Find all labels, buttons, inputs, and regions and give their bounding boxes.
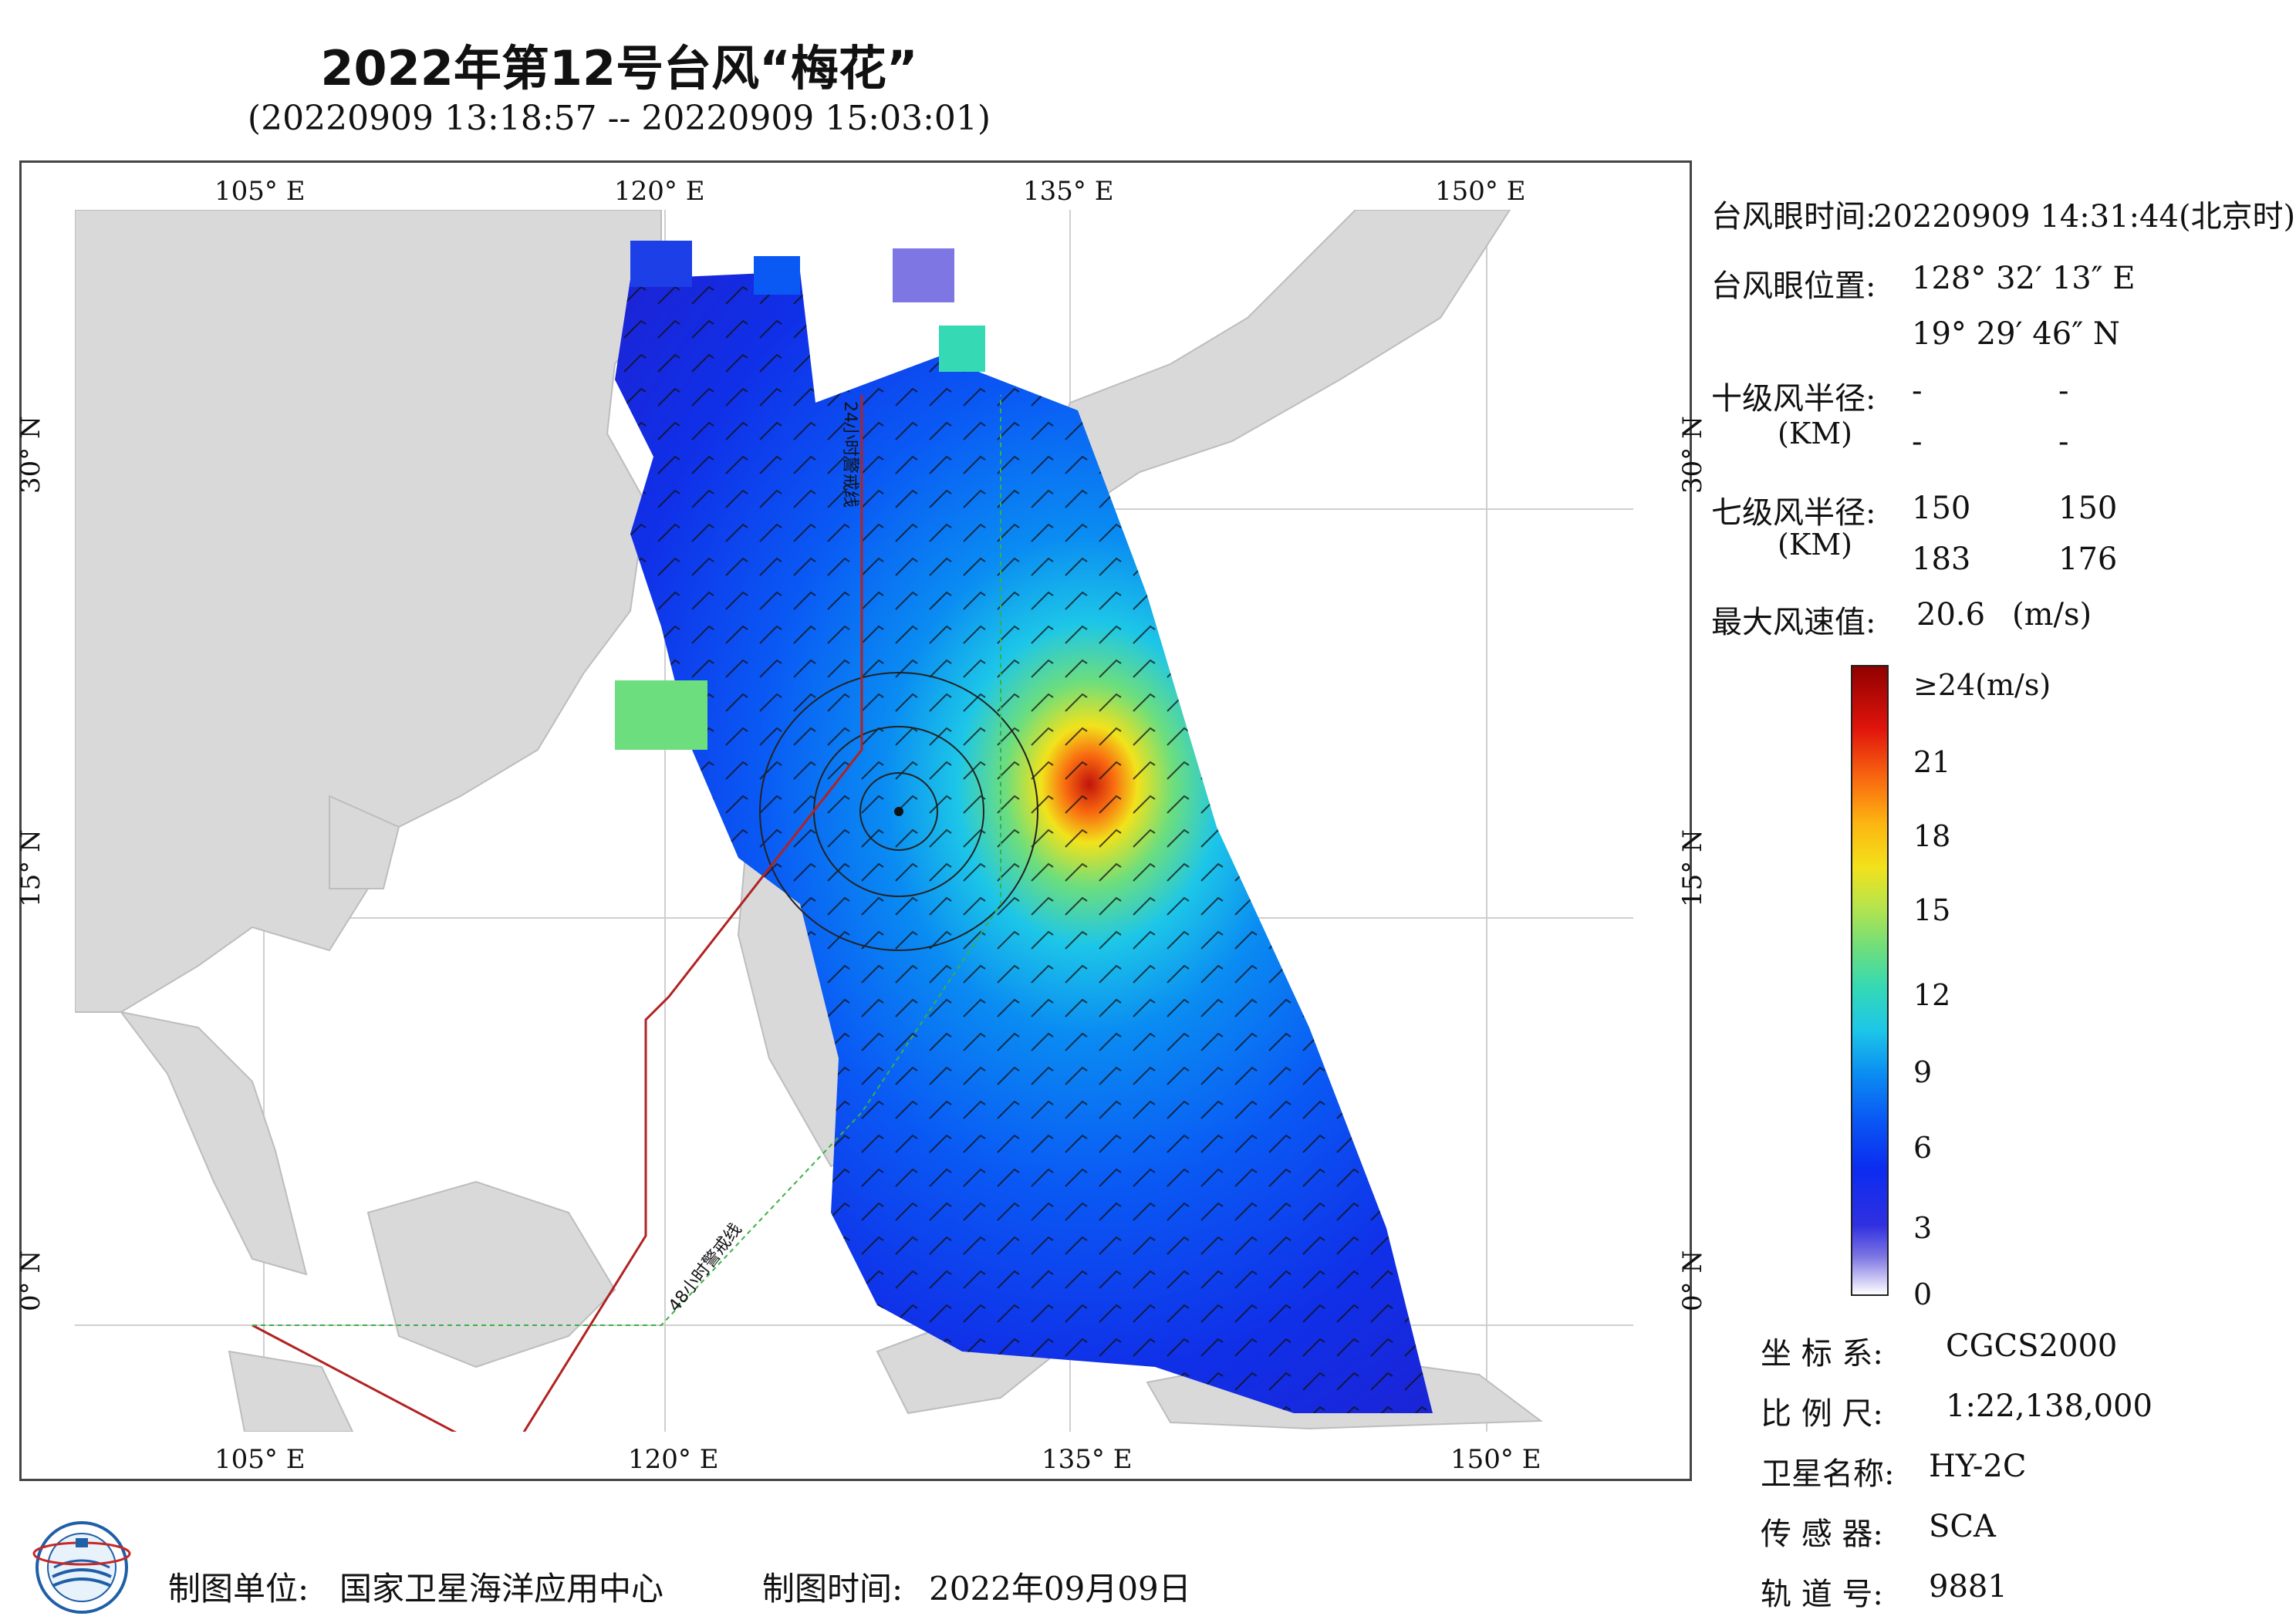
lat-label-left-0: 0° N xyxy=(15,1250,46,1311)
lat-label-left-15: 15° N xyxy=(15,829,46,907)
r10-value-4: - xyxy=(2058,424,2069,460)
colorbar-label-21: 21 xyxy=(1913,745,1951,779)
warning-line-48h xyxy=(252,395,1001,1326)
typhoon-eye-marker xyxy=(894,807,903,816)
r10-unit: (KM) xyxy=(1778,417,1852,450)
eye-time-label: 台风眼时间: xyxy=(1711,199,1876,235)
lat-label-right-15: 15° N xyxy=(1677,829,1708,907)
colorbar-label-6: 6 xyxy=(1913,1131,1933,1165)
colorbar-label-9: 9 xyxy=(1913,1055,1933,1089)
r10-value-3: - xyxy=(1912,424,1923,460)
r7-label: 七级风半径: xyxy=(1711,495,1876,531)
max-wind-value: 20.6 xyxy=(1916,597,1986,633)
max-wind-label: 最大风速值: xyxy=(1711,605,1876,640)
map-frame xyxy=(19,160,1692,1481)
orbit-label: 轨 道 号: xyxy=(1761,1577,1883,1612)
colorbar-label-12: 12 xyxy=(1913,978,1951,1012)
satellite-value: HY-2C xyxy=(1929,1449,2027,1484)
colorbar-label-24: ≥24(m/s) xyxy=(1913,668,2051,702)
eye-position-label: 台风眼位置: xyxy=(1711,268,1876,304)
wind-field-map: 24小时警戒线 48小时警戒线 xyxy=(75,210,1633,1432)
colorbar-label-18: 18 xyxy=(1913,819,1951,853)
r10-value-2: - xyxy=(2058,373,2069,409)
lon-label-top-135: 135° E xyxy=(1023,176,1114,207)
r7-value-3: 183 xyxy=(1912,542,1971,577)
eye-longitude: 128° 32′ 13″ E xyxy=(1912,261,2136,296)
r10-value-1: - xyxy=(1912,373,1923,409)
r7-value-2: 150 xyxy=(2058,491,2118,526)
lat-label-right-30: 30° N xyxy=(1677,416,1708,494)
warning-line-24h xyxy=(252,395,863,1432)
colorbar-label-3: 3 xyxy=(1913,1211,1933,1245)
orbit-value: 9881 xyxy=(1929,1569,2007,1604)
date-value: 2022年09月09日 xyxy=(929,1570,1191,1608)
crs-label: 坐 标 系: xyxy=(1761,1336,1883,1372)
lon-label-top-105: 105° E xyxy=(214,176,306,207)
wind-speed-colorbar xyxy=(1851,665,1889,1296)
lon-label-bottom-135: 135° E xyxy=(1042,1444,1133,1475)
agency-logo-icon xyxy=(32,1521,131,1614)
scale-value: 1:22,138,000 xyxy=(1946,1388,2152,1424)
lat-label-left-30: 30° N xyxy=(15,416,46,494)
producer-value: 国家卫星海洋应用中心 xyxy=(339,1570,664,1608)
date-label: 制图时间: xyxy=(762,1570,903,1608)
sensor-value: SCA xyxy=(1929,1509,1996,1544)
r7-unit: (KM) xyxy=(1778,528,1852,562)
warning-line-24h-label: 24小时警戒线 xyxy=(840,401,859,508)
lon-label-bottom-120: 120° E xyxy=(628,1444,719,1475)
scale-label: 比 例 尺: xyxy=(1761,1396,1883,1432)
lon-label-top-120: 120° E xyxy=(614,176,705,207)
colorbar-label-0: 0 xyxy=(1913,1277,1933,1311)
wind-swath-north-patches xyxy=(615,241,985,750)
sensor-label: 传 感 器: xyxy=(1761,1517,1883,1552)
lon-label-bottom-105: 105° E xyxy=(214,1444,306,1475)
map-subtitle: (20220909 13:18:57 -- 20220909 15:03:01) xyxy=(247,99,991,138)
r7-value-1: 150 xyxy=(1912,491,1971,526)
max-wind-unit: (m/s) xyxy=(2012,597,2092,633)
r10-label: 十级风半径: xyxy=(1711,381,1876,417)
r7-value-4: 176 xyxy=(2058,542,2118,577)
eye-time-value: 20220909 14:31:44(北京时) xyxy=(1873,199,2296,235)
producer-label: 制图单位: xyxy=(168,1570,309,1608)
lon-label-top-150: 150° E xyxy=(1435,176,1526,207)
map-title: 2022年第12号台风“梅花” xyxy=(320,40,918,96)
lon-label-bottom-150: 150° E xyxy=(1450,1444,1541,1475)
eye-latitude: 19° 29′ 46″ N xyxy=(1912,316,2120,352)
crs-value: CGCS2000 xyxy=(1946,1328,2118,1364)
lat-label-right-0: 0° N xyxy=(1677,1250,1708,1311)
satellite-label: 卫星名称: xyxy=(1761,1456,1895,1492)
colorbar-label-15: 15 xyxy=(1913,893,1951,927)
